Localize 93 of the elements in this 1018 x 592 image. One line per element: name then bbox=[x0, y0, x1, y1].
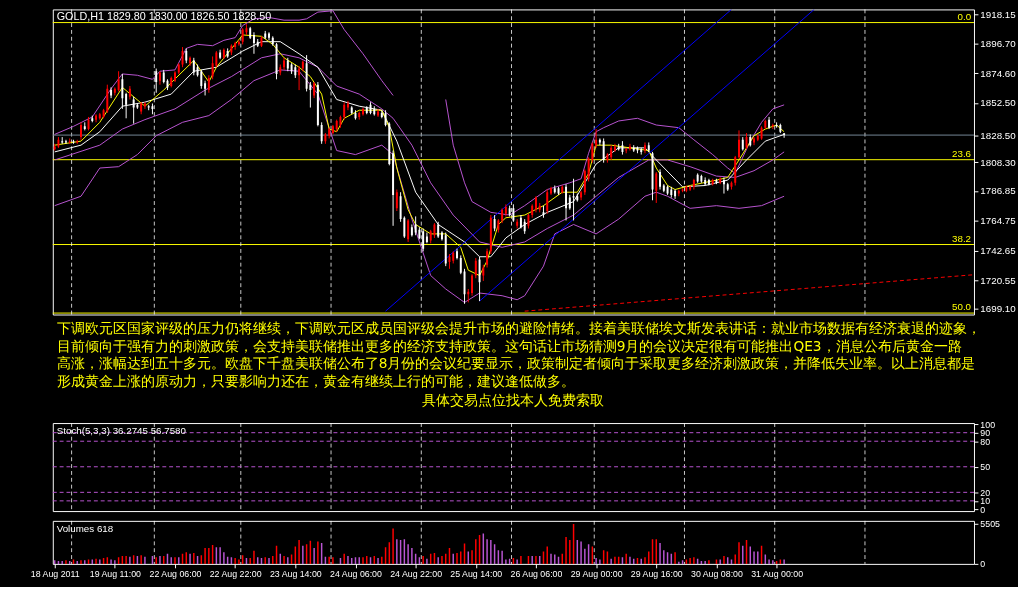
x-tick-label: 22 Aug 22:00 bbox=[209, 569, 262, 580]
candlestick bbox=[181, 46, 184, 68]
chart-title: Stoch(5,3,3) 36.2745 56.7580 bbox=[56, 424, 187, 436]
x-tick-label: 18 Aug 2011 bbox=[30, 569, 80, 580]
y-tick-label: 1720.55 bbox=[980, 274, 1017, 286]
candlestick bbox=[572, 178, 575, 221]
candlestick bbox=[550, 186, 552, 196]
y-tick-label: 20 bbox=[980, 487, 991, 498]
chart-title: GOLD,H1 1829.80 1830.00 1826.50 1828.50 bbox=[56, 10, 272, 23]
y-tick-label: 1808.30 bbox=[980, 156, 1017, 168]
x-tick-label: 19 Aug 11:00 bbox=[89, 569, 142, 580]
y-tick-label: 0 bbox=[980, 504, 986, 515]
candlestick bbox=[753, 136, 756, 146]
chart-title: Volumes 618 bbox=[56, 522, 114, 534]
candlestick bbox=[659, 168, 662, 191]
candlestick bbox=[425, 232, 428, 244]
candlestick bbox=[106, 84, 109, 114]
candlestick bbox=[471, 273, 474, 297]
y-tick-label: 1786.85 bbox=[980, 185, 1017, 197]
y-tick-label: 1852.50 bbox=[980, 97, 1017, 109]
candlestick bbox=[200, 69, 203, 90]
y-tick-label: 1896.70 bbox=[980, 37, 1017, 49]
y-tick-label: 1918.15 bbox=[980, 9, 1017, 21]
candlestick bbox=[121, 73, 124, 110]
text: 下调欧元区国家评级的压力仍将继续，下调欧元区成员国评级会提升市场的避险情绪。接着美联储埃文斯发表讲话：就业市场数据有经济衰退的迹象，目前倾向于强有力的刺激政策，会支持美联储推出更多的经济支持政策。这句话让市场猜测9月的会议决定很有可能推出QE3，消息公布后黄金一路高涨，涨幅达到五十多元。欧盘下千盘美联储公布了8月份的会议纪要显示，政策制定者倾向于采取更多经济刺激政策，并降低失业率。以上消息都是形成黄金上涨的原动力，只要影响力还在，黄金有继续上行的可能，建议逢低做多。 bbox=[56, 320, 981, 389]
candlestick bbox=[132, 96, 135, 125]
candlestick bbox=[80, 121, 82, 141]
candlestick bbox=[125, 92, 128, 119]
candlestick bbox=[407, 218, 410, 243]
ref-line-label: 0.0 bbox=[957, 10, 972, 22]
y-tick-label: 90 bbox=[980, 428, 991, 439]
candlestick bbox=[722, 176, 725, 195]
y-tick-label: 1764.75 bbox=[980, 215, 1017, 227]
candlestick bbox=[117, 70, 120, 92]
y-tick-label: 1874.60 bbox=[980, 67, 1017, 79]
y-tick-label: 10 bbox=[980, 496, 991, 507]
candlestick bbox=[414, 215, 417, 236]
candlestick bbox=[204, 80, 207, 96]
y-tick-label: 0 bbox=[980, 559, 986, 570]
x-tick-label: 25 Aug 14:00 bbox=[450, 569, 503, 580]
candlestick bbox=[459, 254, 462, 275]
candlestick bbox=[602, 137, 605, 164]
candlestick bbox=[95, 113, 98, 123]
y-tick-label: 80 bbox=[980, 436, 991, 447]
candlestick bbox=[486, 248, 489, 268]
y-tick-label: 100 bbox=[980, 419, 996, 430]
line-series bbox=[445, 98, 785, 216]
candlestick bbox=[644, 141, 646, 154]
candlestick bbox=[174, 70, 176, 83]
candlestick bbox=[268, 31, 270, 41]
candlestick bbox=[583, 168, 586, 196]
candlestick bbox=[534, 195, 537, 213]
candlestick bbox=[158, 70, 161, 86]
candlestick bbox=[395, 189, 398, 212]
candlestick bbox=[655, 171, 658, 204]
candlestick bbox=[546, 189, 549, 215]
candlestick bbox=[689, 185, 692, 192]
y-tick-label: 1699.10 bbox=[980, 303, 1017, 315]
candlestick bbox=[346, 100, 349, 111]
candlestick bbox=[211, 55, 214, 80]
candlestick bbox=[613, 143, 616, 153]
candlestick bbox=[298, 65, 301, 91]
line-series bbox=[54, 10, 394, 135]
x-tick-label: 24 Aug 06:00 bbox=[330, 569, 382, 580]
candlestick bbox=[474, 257, 477, 279]
text: 具体交易点位找本人免费索取 bbox=[422, 392, 605, 409]
candlestick bbox=[456, 248, 458, 260]
candlestick bbox=[738, 129, 740, 160]
y-tick-label: 1828.50 bbox=[980, 129, 1017, 141]
candlestick bbox=[110, 86, 113, 99]
candlestick bbox=[377, 108, 380, 118]
x-tick-label: 22 Aug 06:00 bbox=[149, 569, 202, 580]
x-tick-label: 29 Aug 00:00 bbox=[570, 569, 623, 580]
candlestick bbox=[565, 183, 568, 221]
x-tick-label: 31 Aug 00:00 bbox=[751, 569, 804, 580]
candlestick bbox=[595, 128, 598, 149]
candlestick bbox=[283, 57, 286, 71]
y-tick-label: 50 bbox=[980, 462, 991, 473]
candlestick bbox=[189, 55, 192, 67]
candlestick bbox=[440, 230, 443, 242]
ref-line-label: 38.2 bbox=[952, 232, 972, 244]
x-tick-label: 26 Aug 06:00 bbox=[510, 569, 563, 580]
x-tick-label: 24 Aug 22:00 bbox=[390, 569, 443, 580]
x-tick-label: 30 Aug 08:00 bbox=[691, 569, 743, 580]
y-tick-label: 1742.65 bbox=[980, 244, 1017, 256]
y-tick-label: 5505 bbox=[980, 519, 1001, 530]
ref-line-label: 50.0 bbox=[952, 301, 972, 313]
line-series bbox=[54, 69, 785, 303]
candlestick bbox=[320, 121, 323, 145]
ref-line-label: 23.6 bbox=[952, 147, 972, 159]
x-tick-label: 29 Aug 16:00 bbox=[630, 569, 683, 580]
x-tick-label: 23 Aug 14:00 bbox=[269, 569, 322, 580]
candlestick bbox=[362, 107, 364, 117]
